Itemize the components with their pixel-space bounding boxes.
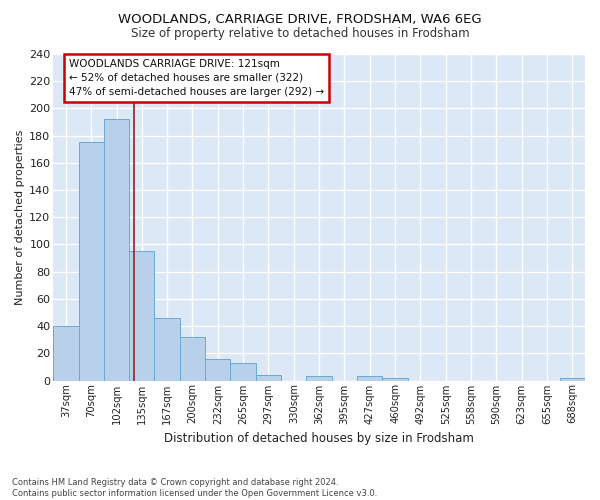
Bar — [560, 378, 585, 380]
Bar — [256, 375, 281, 380]
Bar — [154, 318, 180, 380]
Text: Contains HM Land Registry data © Crown copyright and database right 2024.
Contai: Contains HM Land Registry data © Crown c… — [12, 478, 377, 498]
Y-axis label: Number of detached properties: Number of detached properties — [15, 130, 25, 305]
Bar — [205, 358, 230, 380]
Bar — [180, 337, 205, 380]
Bar — [53, 326, 79, 380]
Bar — [104, 120, 129, 380]
Text: Size of property relative to detached houses in Frodsham: Size of property relative to detached ho… — [131, 28, 469, 40]
X-axis label: Distribution of detached houses by size in Frodsham: Distribution of detached houses by size … — [164, 432, 474, 445]
Bar — [382, 378, 408, 380]
Bar — [79, 142, 104, 380]
Bar — [230, 363, 256, 380]
Bar — [307, 376, 332, 380]
Text: WOODLANDS, CARRIAGE DRIVE, FRODSHAM, WA6 6EG: WOODLANDS, CARRIAGE DRIVE, FRODSHAM, WA6… — [118, 12, 482, 26]
Text: WOODLANDS CARRIAGE DRIVE: 121sqm
← 52% of detached houses are smaller (322)
47% : WOODLANDS CARRIAGE DRIVE: 121sqm ← 52% o… — [69, 59, 324, 97]
Bar — [129, 252, 154, 380]
Bar — [357, 376, 382, 380]
